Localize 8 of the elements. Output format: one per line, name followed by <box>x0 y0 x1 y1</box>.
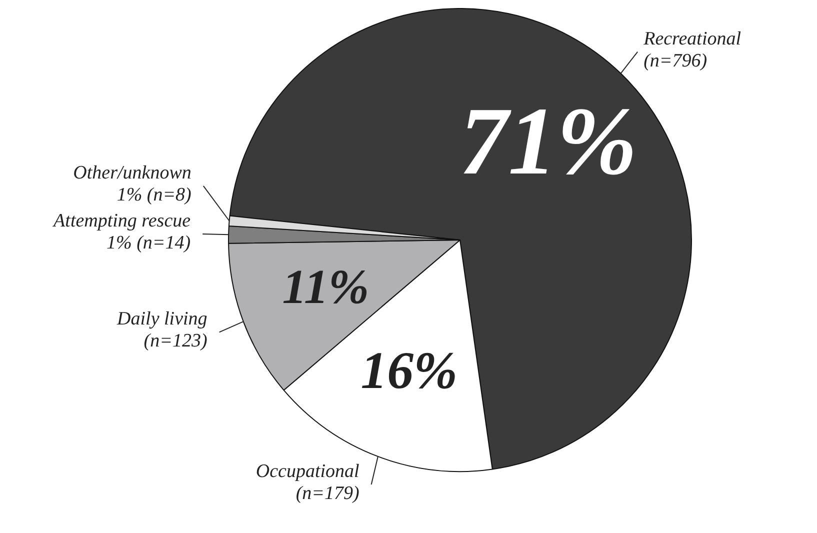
slice-label: Occupational (n=179) <box>256 461 360 504</box>
slice-label: Daily living (n=123) <box>116 308 208 352</box>
slice-label: Other/unknown 1% (n=8) <box>73 162 192 206</box>
data-label: 71% <box>460 87 638 194</box>
slice-label: Recreational (n=796) <box>642 28 742 72</box>
data-label: 11% <box>282 260 370 314</box>
slice-label: Attempting rescue 1% (n=14) <box>52 210 191 254</box>
data-label: 16% <box>360 342 458 400</box>
